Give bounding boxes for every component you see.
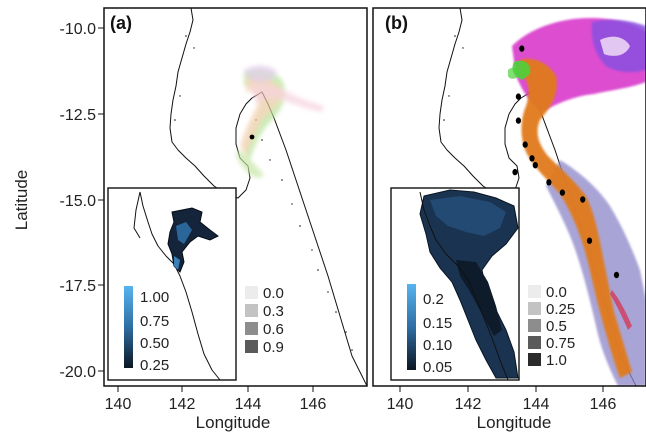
point-a — [249, 134, 255, 140]
legend-b-swatch — [528, 353, 541, 366]
panel-b: 0.2 0.15 0.10 0.05 0.0 0.25 0.5 0.75 1.0… — [372, 7, 646, 387]
location-point — [532, 162, 538, 169]
legend-a-swatch — [245, 322, 258, 335]
legend-b: 0.0 0.25 0.5 0.75 1.0 — [528, 284, 575, 369]
inset-b-tick: 0.05 — [423, 359, 452, 376]
panel-b-label: (b) — [385, 13, 408, 33]
legend-b-label: 0.75 — [546, 335, 575, 352]
y-tick-label: -12.5 — [60, 107, 97, 124]
x-axis-b: 140 142 144 146 Longitude — [387, 386, 617, 432]
inset-b-tick: 0.15 — [423, 315, 452, 332]
x-tick-label: 146 — [590, 396, 617, 413]
location-point — [515, 93, 522, 100]
y-tick-label: -20.0 — [60, 364, 97, 381]
panel-a-label: (a) — [110, 13, 132, 33]
location-point — [519, 45, 525, 52]
legend-b-swatch — [528, 336, 541, 349]
inset-a-density — [167, 207, 219, 273]
legend-a-label: 0.6 — [263, 321, 284, 338]
y-tick-label: -17.5 — [60, 278, 97, 295]
x-tick-label: 144 — [235, 396, 262, 413]
legend-a-label: 0.9 — [263, 339, 284, 356]
inset-a-tick: 0.50 — [140, 335, 169, 352]
inset-a-colorbar — [124, 286, 133, 368]
x-tick-label: 140 — [387, 396, 414, 413]
legend-a: 0.0 0.3 0.6 0.9 — [245, 285, 284, 356]
x-tick-label: 142 — [455, 396, 482, 413]
legend-b-label: 0.25 — [546, 301, 575, 318]
y-tick-label: -15.0 — [60, 193, 97, 210]
location-point — [586, 237, 593, 244]
inset-a-tick: 0.75 — [140, 313, 169, 330]
location-point — [546, 179, 552, 186]
inset-a-tick: 1.00 — [140, 289, 169, 306]
x-axis-title: Longitude — [477, 413, 552, 432]
inset-a-tick: 0.25 — [140, 357, 169, 374]
legend-b-label: 1.0 — [546, 352, 567, 369]
x-axis-title: Longitude — [196, 413, 271, 432]
panel-a-frame — [103, 7, 368, 387]
legend-a-swatch — [245, 304, 258, 317]
location-point — [529, 155, 535, 162]
reef-dots-a — [174, 35, 353, 351]
location-point — [515, 117, 522, 124]
x-tick-label: 146 — [300, 396, 327, 413]
location-point — [522, 141, 528, 148]
location-point — [559, 189, 566, 196]
points-b — [512, 45, 620, 279]
panel-a: 1.00 0.75 0.50 0.25 0.0 0.3 0.6 0.9 (a) — [103, 7, 368, 387]
legend-a-label: 0.0 — [263, 285, 284, 302]
y-tick-label: -10.0 — [60, 21, 97, 38]
tracks-b — [508, 18, 646, 386]
tracks-a — [236, 65, 324, 178]
legend-b-swatch — [528, 302, 541, 315]
location-point — [580, 196, 586, 203]
legend-a-swatch — [245, 286, 258, 299]
legend-b-label: 0.0 — [546, 284, 567, 301]
inset-b-tick: 0.10 — [423, 337, 452, 354]
inset-b-colorbar — [407, 284, 416, 370]
legend-b-label: 0.5 — [546, 318, 567, 335]
x-tick-label: 140 — [105, 396, 132, 413]
legend-a-label: 0.3 — [263, 303, 284, 320]
inset-b: 0.2 0.15 0.10 0.05 — [390, 187, 520, 381]
inset-a: 1.00 0.75 0.50 0.25 — [107, 187, 237, 381]
location-point — [512, 168, 518, 176]
x-tick-label: 144 — [523, 396, 550, 413]
legend-a-swatch — [245, 340, 258, 353]
coastline-a — [169, 8, 367, 386]
x-axis-a: 140 142 144 146 Longitude — [105, 386, 327, 432]
inset-b-tick: 0.2 — [423, 291, 444, 308]
panel-b-frame — [372, 7, 646, 387]
legend-b-swatch — [528, 319, 541, 332]
y-axis: -10.0 -12.5 -15.0 -17.5 -20.0 Latitude — [12, 21, 104, 381]
x-tick-label: 142 — [169, 396, 196, 413]
legend-b-swatch — [528, 285, 541, 298]
location-point — [613, 271, 620, 279]
y-axis-title: Latitude — [12, 170, 31, 231]
